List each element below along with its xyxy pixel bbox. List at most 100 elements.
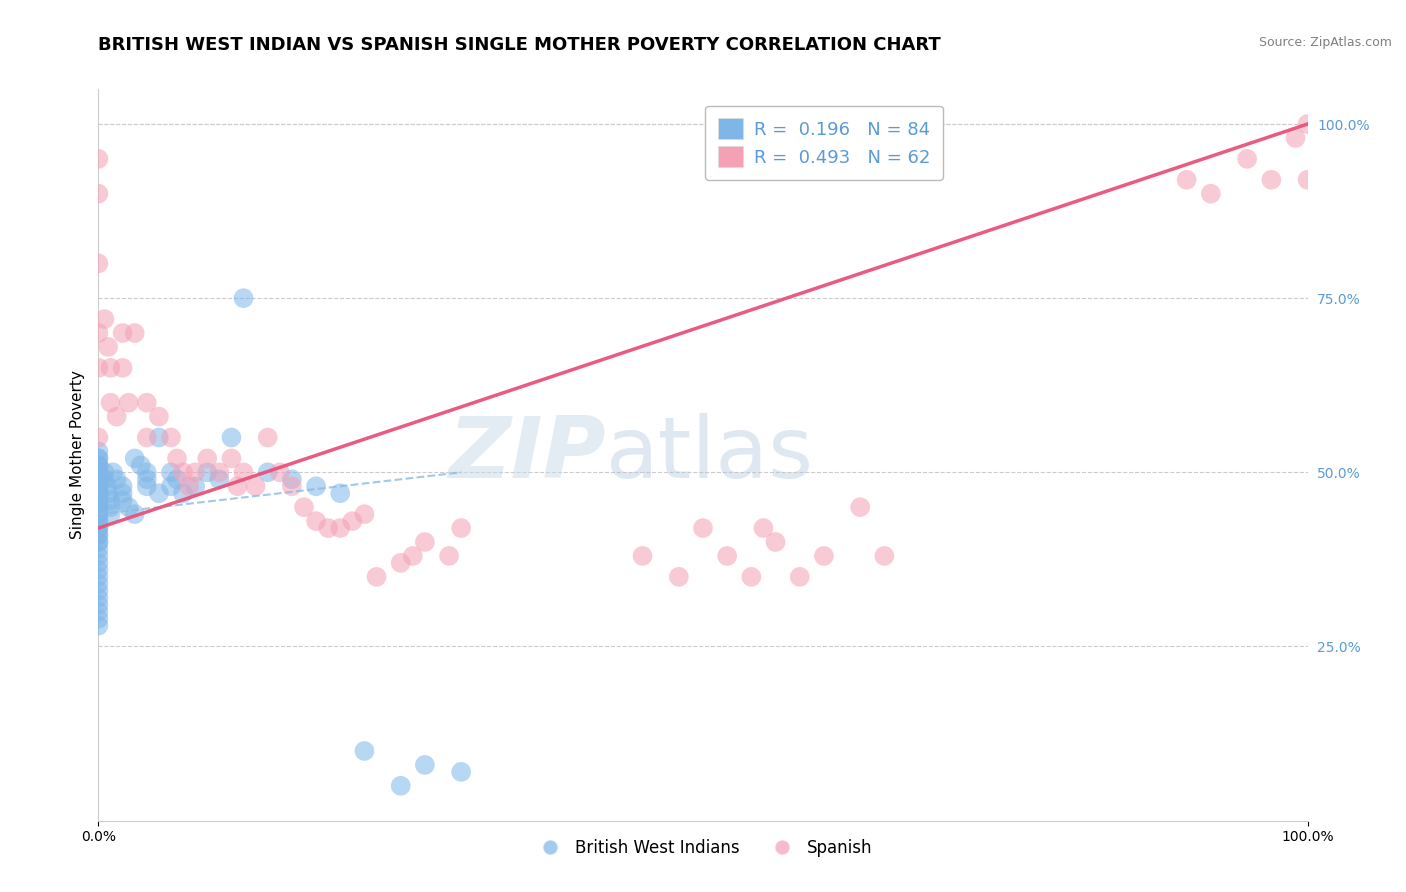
Point <box>305 514 328 528</box>
Point <box>184 466 207 480</box>
Point <box>124 451 146 466</box>
Y-axis label: Single Mother Poverty: Single Mother Poverty <box>69 370 84 540</box>
Point <box>87 591 110 605</box>
Point <box>413 758 436 772</box>
Point <box>195 466 218 480</box>
Point <box>148 430 170 444</box>
Point <box>226 479 249 493</box>
Point <box>87 479 110 493</box>
Point <box>740 570 762 584</box>
Point <box>105 472 128 486</box>
Point <box>87 500 110 515</box>
Point <box>100 395 122 409</box>
Point <box>402 549 425 563</box>
Text: ZIP: ZIP <box>449 413 606 497</box>
Point <box>96 479 118 493</box>
Point <box>256 466 278 480</box>
Point <box>93 312 115 326</box>
Point <box>765 535 787 549</box>
Point <box>87 507 110 521</box>
Point <box>184 479 207 493</box>
Point <box>87 430 110 444</box>
Point <box>87 535 110 549</box>
Point <box>87 612 110 626</box>
Point <box>93 466 115 480</box>
Point <box>87 486 110 500</box>
Point <box>87 444 110 458</box>
Point <box>716 549 738 563</box>
Text: Source: ZipAtlas.com: Source: ZipAtlas.com <box>1258 36 1392 49</box>
Point <box>450 764 472 779</box>
Point <box>135 472 157 486</box>
Point <box>87 576 110 591</box>
Point <box>111 360 134 375</box>
Point <box>437 549 460 563</box>
Point <box>100 500 122 515</box>
Point <box>281 479 304 493</box>
Point <box>1199 186 1222 201</box>
Point <box>160 466 183 480</box>
Point <box>450 521 472 535</box>
Point <box>1284 131 1306 145</box>
Point <box>87 500 110 515</box>
Point <box>342 514 364 528</box>
Legend: British West Indians, Spanish: British West Indians, Spanish <box>527 832 879 863</box>
Point <box>873 549 896 563</box>
Point <box>752 521 775 535</box>
Point <box>148 486 170 500</box>
Point <box>97 340 120 354</box>
Point <box>789 570 811 584</box>
Point <box>87 556 110 570</box>
Point <box>221 430 243 444</box>
Point <box>269 466 291 480</box>
Point <box>87 507 110 521</box>
Point <box>87 472 110 486</box>
Point <box>97 486 120 500</box>
Point <box>87 541 110 556</box>
Point <box>1296 173 1319 187</box>
Point <box>221 451 243 466</box>
Point <box>316 521 339 535</box>
Point <box>118 395 141 409</box>
Point <box>87 563 110 577</box>
Point <box>692 521 714 535</box>
Point <box>87 570 110 584</box>
Point <box>87 605 110 619</box>
Point <box>87 466 110 480</box>
Point <box>93 472 115 486</box>
Point <box>105 409 128 424</box>
Point <box>129 458 152 473</box>
Point <box>87 458 110 473</box>
Point <box>256 430 278 444</box>
Point <box>101 466 124 480</box>
Point <box>232 466 254 480</box>
Point <box>329 521 352 535</box>
Point <box>232 291 254 305</box>
Point <box>87 535 110 549</box>
Point <box>87 514 110 528</box>
Point <box>87 598 110 612</box>
Point <box>87 528 110 542</box>
Point <box>87 479 110 493</box>
Point <box>100 507 122 521</box>
Point <box>148 409 170 424</box>
Point <box>100 493 122 508</box>
Point <box>87 514 110 528</box>
Point <box>87 152 110 166</box>
Point <box>87 472 110 486</box>
Text: BRITISH WEST INDIAN VS SPANISH SINGLE MOTHER POVERTY CORRELATION CHART: BRITISH WEST INDIAN VS SPANISH SINGLE MO… <box>98 36 941 54</box>
Point <box>111 486 134 500</box>
Point <box>195 451 218 466</box>
Point <box>87 466 110 480</box>
Point <box>87 451 110 466</box>
Point <box>87 521 110 535</box>
Point <box>87 493 110 508</box>
Point <box>172 466 194 480</box>
Point <box>208 472 231 486</box>
Point <box>849 500 872 515</box>
Point <box>135 466 157 480</box>
Point <box>87 458 110 473</box>
Point <box>124 507 146 521</box>
Point <box>87 500 110 515</box>
Point <box>87 521 110 535</box>
